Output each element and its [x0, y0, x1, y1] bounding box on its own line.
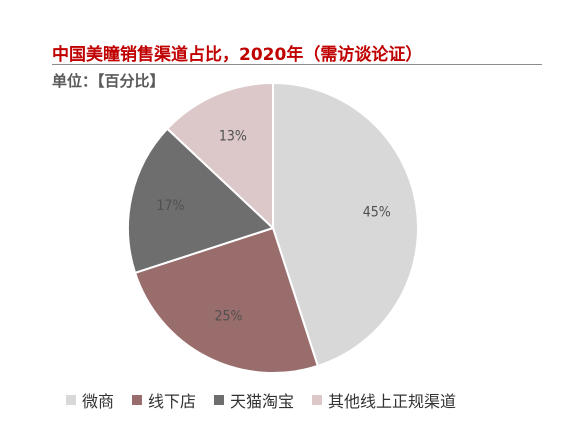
legend-label-other-online: 其他线上正规渠道	[328, 392, 457, 411]
legend-swatch-offline-store	[132, 395, 143, 405]
pie-label-2: 17%	[157, 198, 185, 214]
legend-swatch-other-online	[312, 395, 323, 405]
legend-item-tmall-taobao: 天猫淘宝	[214, 388, 294, 412]
legend-swatch-wechat-commerce	[66, 395, 76, 405]
legend-label-offline-store: 线下店	[148, 392, 197, 411]
pie-slice-1	[133, 226, 320, 374]
legend-item-offline-store: 线下店	[132, 388, 196, 412]
pie-slice-3	[165, 81, 274, 231]
pie-slice-2	[127, 127, 275, 275]
legend-swatch-tmall-taobao	[214, 395, 225, 405]
pie-label-0: 45%	[363, 205, 391, 221]
chart-legend: 微商 线下店 天猫淘宝 其他线上正规渠道	[66, 388, 456, 412]
pie-labels: 45% 25% 17% 13%	[157, 128, 391, 324]
legend-label-wechat-commerce: 微商	[82, 392, 115, 411]
pie-slices	[127, 81, 419, 374]
legend-label-tmall-taobao: 天猫淘宝	[230, 392, 295, 411]
pie-label-1: 25%	[215, 308, 243, 324]
title-divider	[52, 64, 542, 65]
unit-label: 单位：【百分比】	[52, 72, 165, 90]
legend-item-other-online: 其他线上正规渠道	[312, 388, 456, 412]
legend-item-wechat-commerce: 微商	[66, 388, 114, 412]
chart-title: 中国美瞳销售渠道占比，2020年（需访谈论证）	[52, 45, 423, 65]
pie-label-3: 13%	[219, 128, 247, 144]
pie-slice-0	[272, 81, 419, 368]
